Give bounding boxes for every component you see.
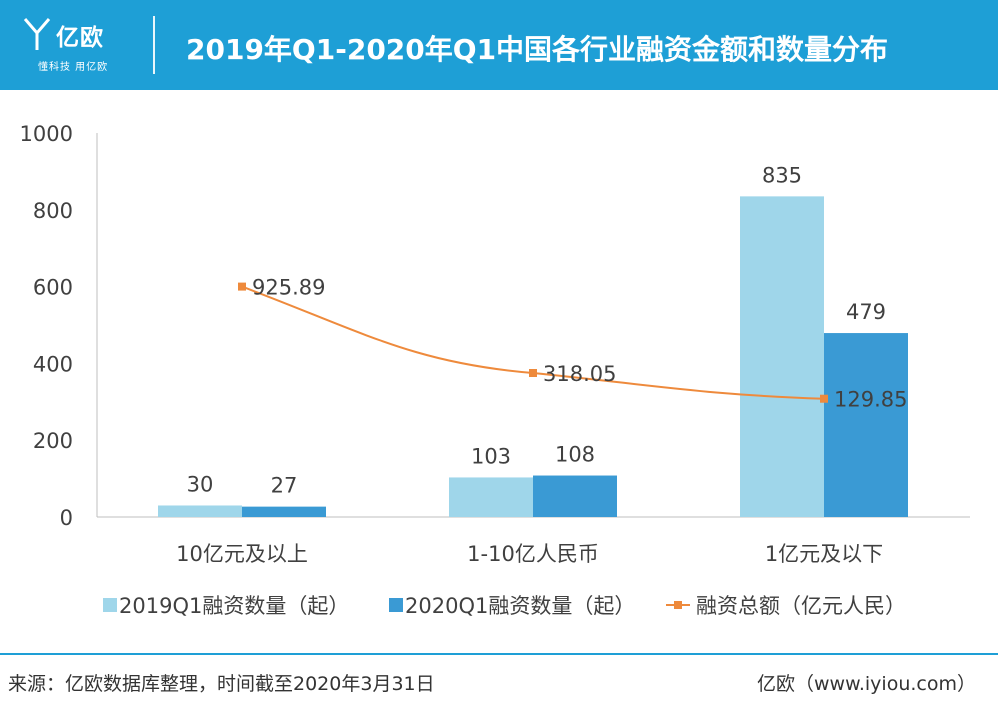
bar xyxy=(158,505,242,517)
x-tick-label: 1亿元及以下 xyxy=(765,542,883,566)
line-point xyxy=(820,394,828,403)
website-note: 亿欧（www.iyiou.com） xyxy=(756,673,976,695)
bar-value-label: 835 xyxy=(762,163,802,187)
page-title: 2019年Q1-2020年Q1中国各行业融资金额和数量分布 xyxy=(186,33,889,66)
bar-value-label: 108 xyxy=(555,443,595,467)
legend-label: 融资总额（亿元人民） xyxy=(696,594,906,618)
bar-value-label: 479 xyxy=(846,300,886,324)
y-tick-label: 1000 xyxy=(20,122,73,146)
legend-label: 2019Q1融资数量（起） xyxy=(119,594,349,618)
logo-y-icon xyxy=(23,18,51,50)
bar xyxy=(824,333,908,517)
footer-divider xyxy=(0,653,998,655)
x-tick-label: 10亿元及以上 xyxy=(176,542,308,566)
line-point xyxy=(238,282,246,291)
bar xyxy=(449,477,533,517)
y-tick-label: 600 xyxy=(33,276,73,300)
bar-line-chart: 0 200 400 600 800 1000 10亿元及以上 1-10亿人民币 1亿元及以下 30… xyxy=(20,122,970,618)
logo-text: 亿欧 xyxy=(56,25,104,51)
legend-swatch xyxy=(103,598,117,612)
legend-swatch xyxy=(389,598,403,612)
bar xyxy=(242,506,326,517)
bar-value-label: 103 xyxy=(471,444,511,468)
header-banner: 亿欧 懂科技 用亿欧 2019年Q1-2020年Q1中国各行业融资金额和数量分布 xyxy=(0,0,998,90)
bar-value-label: 30 xyxy=(187,472,214,496)
y-tick-label: 400 xyxy=(33,352,73,376)
line-value-label: 925.89 xyxy=(252,276,325,300)
bar xyxy=(740,196,824,518)
source-note: 来源：亿欧数据库整理，时间截至2020年3月31日 xyxy=(8,673,435,695)
line-value-label: 318.05 xyxy=(543,362,616,386)
y-tick-label: 0 xyxy=(60,506,73,530)
header-divider xyxy=(153,16,155,74)
legend-label: 2020Q1融资数量（起） xyxy=(405,594,635,618)
y-tick-label: 800 xyxy=(33,199,73,223)
line-point xyxy=(529,369,537,377)
x-tick-label: 1-10亿人民币 xyxy=(467,542,599,566)
y-tick-label: 200 xyxy=(33,429,73,453)
logo: 亿欧 懂科技 用亿欧 xyxy=(14,6,134,80)
series-line-total xyxy=(241,285,825,400)
line-value-label: 129.85 xyxy=(834,388,907,412)
bar-value-label: 27 xyxy=(271,474,298,498)
logo-slogan: 懂科技 用亿欧 xyxy=(38,62,109,73)
legend-line-marker xyxy=(674,601,682,609)
bar xyxy=(533,475,617,517)
